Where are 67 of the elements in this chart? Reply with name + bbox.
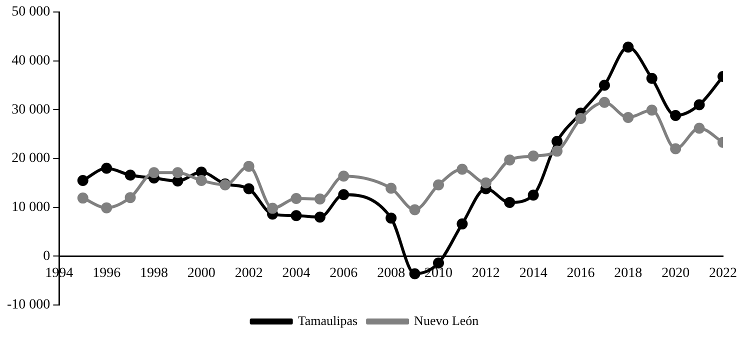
point [480,177,492,188]
point [504,196,516,208]
point [101,162,112,174]
point [409,204,420,216]
y-tick-label: 30 000 [12,102,50,118]
x-tick-label: 2002 [234,266,263,282]
point [243,183,254,194]
point [77,174,88,186]
x-tick-label: 2004 [282,266,310,282]
legend-label: Nuevo León [414,312,480,328]
x-tick-label: 2020 [662,266,690,282]
point [622,42,634,53]
point [598,96,610,108]
y-tick-label: 40 000 [12,54,50,69]
point [504,154,516,166]
point [694,99,705,110]
point [670,143,682,154]
point [456,164,468,175]
point [552,136,563,147]
point [670,110,682,122]
y-tick-label: -10 000 [6,298,50,313]
point [101,202,112,214]
y-tick-label: 50 000 [12,4,50,20]
x-tick-label: 2016 [566,266,595,282]
x-tick-label: 2008 [377,266,406,282]
y-tick-label: 0 [43,248,50,264]
x-tick-label: 2012 [472,266,500,282]
point [552,146,563,157]
point [338,189,350,200]
point [290,210,302,222]
point [172,175,184,186]
point [148,167,160,178]
point [646,72,658,84]
point [196,166,207,178]
point [386,212,397,224]
point [433,179,444,190]
x-tick-label: 2000 [187,266,216,282]
point [622,112,634,123]
point [694,122,705,134]
point [124,170,136,181]
x-tick-label: 1996 [92,266,121,282]
point [338,170,350,182]
point [172,167,184,178]
point [456,218,468,230]
x-tick-label: 2014 [519,266,548,282]
point [196,174,207,186]
x-tick-label: 2018 [614,266,642,282]
x-tick-label: 2022 [709,266,737,282]
point [528,150,539,162]
point [267,202,278,214]
y-tick-label: 10 000 [12,200,50,216]
point [646,104,658,116]
point [314,194,326,205]
y-tick-label: 20 000 [12,151,50,166]
x-tick-label: 1998 [140,266,168,282]
point [77,192,88,204]
point [314,212,326,223]
point [124,192,136,204]
legend-label: Tamaulipas [298,312,358,328]
point [290,193,302,204]
point [598,80,610,91]
point [409,268,420,280]
point [575,112,586,124]
point [528,190,539,201]
point [386,182,397,194]
x-tick-label: 2006 [330,266,358,282]
point [243,160,254,172]
